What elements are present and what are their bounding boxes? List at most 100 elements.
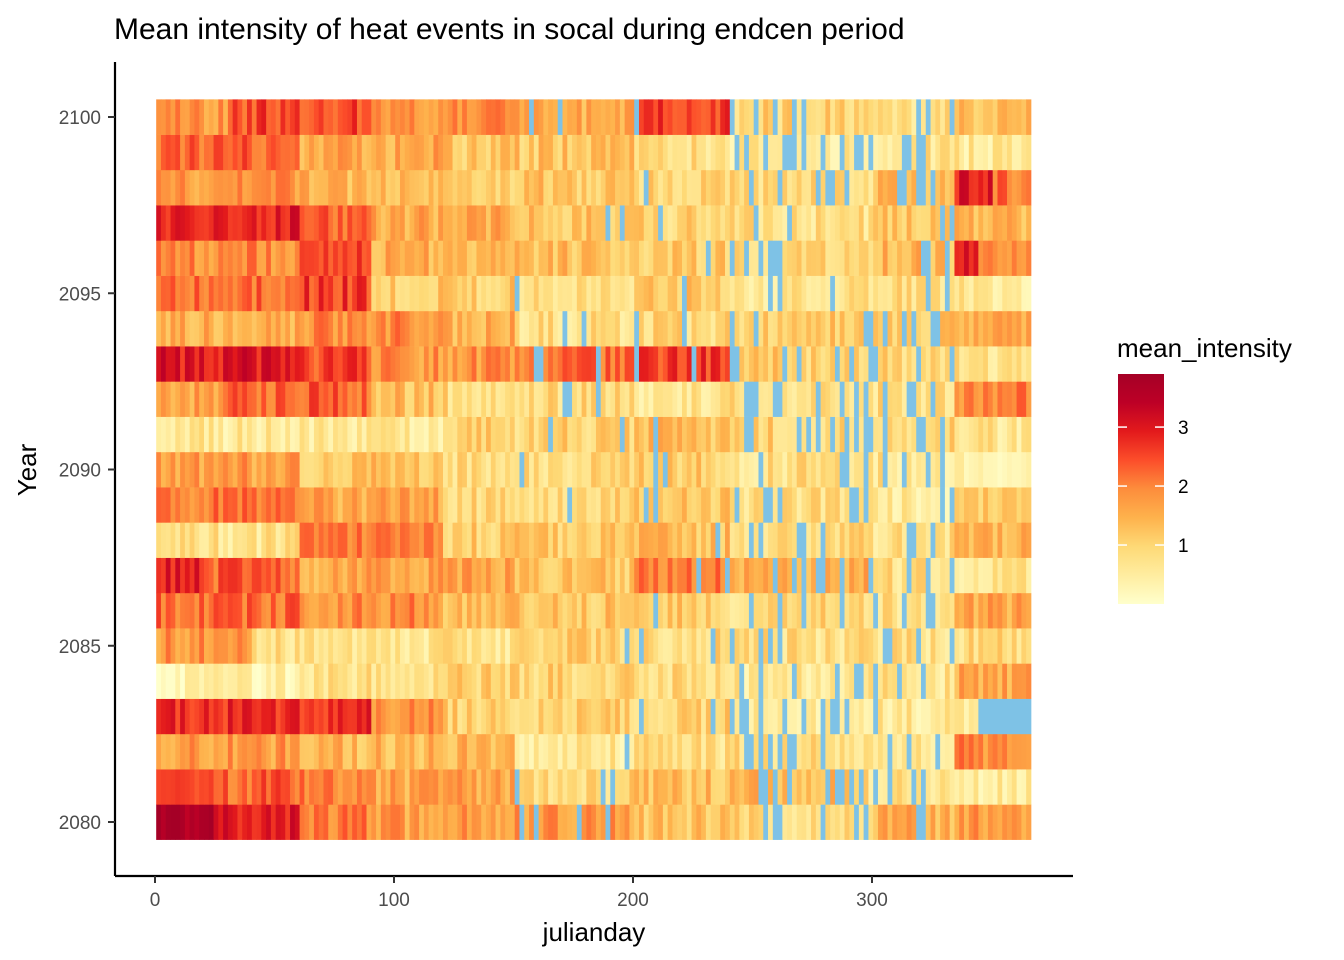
heatmap-cell bbox=[452, 169, 458, 206]
heatmap-cell bbox=[643, 557, 649, 594]
heatmap-cell bbox=[806, 557, 812, 594]
heatmap-cell bbox=[557, 240, 563, 276]
heatmap-cell bbox=[887, 346, 893, 382]
heatmap-cell bbox=[964, 522, 970, 558]
heatmap-cell bbox=[156, 99, 162, 135]
heatmap-cell bbox=[854, 169, 860, 206]
heatmap-cell bbox=[662, 275, 669, 312]
heatmap-cell bbox=[863, 346, 869, 382]
heatmap-cell bbox=[462, 169, 468, 206]
heatmap-cell bbox=[968, 522, 974, 558]
heatmap-cell bbox=[160, 346, 167, 382]
heatmap-cell bbox=[992, 628, 998, 664]
heatmap-cell bbox=[1016, 240, 1022, 276]
heatmap-cell bbox=[194, 557, 200, 594]
heatmap-cell bbox=[514, 240, 520, 276]
heatmap-cell bbox=[801, 416, 807, 453]
heatmap-cell bbox=[180, 205, 186, 241]
heatmap-cell bbox=[1002, 134, 1008, 171]
heatmap-cell bbox=[949, 134, 955, 171]
heatmap-cell bbox=[978, 310, 984, 347]
heatmap-cell bbox=[476, 769, 482, 805]
heatmap-cell bbox=[428, 628, 434, 664]
heatmap-cell bbox=[796, 451, 802, 488]
heatmap-cell bbox=[347, 310, 353, 347]
heatmap-cell bbox=[753, 557, 759, 594]
heatmap-cell bbox=[758, 99, 764, 135]
heatmap-cell bbox=[562, 804, 568, 840]
heatmap-cell bbox=[815, 134, 822, 171]
heatmap-cell bbox=[160, 99, 167, 135]
heatmap-cell bbox=[973, 733, 979, 770]
heatmap-cell bbox=[634, 240, 640, 276]
heatmap-cell bbox=[428, 381, 434, 417]
heatmap-cell bbox=[452, 663, 458, 699]
heatmap-cell bbox=[457, 275, 463, 312]
heatmap-cell bbox=[987, 99, 994, 135]
heatmap-cell bbox=[581, 733, 587, 770]
heatmap-cell bbox=[944, 769, 951, 805]
heatmap-cell bbox=[968, 134, 974, 171]
heatmap-cell bbox=[830, 592, 836, 629]
heatmap-cell bbox=[753, 663, 759, 699]
heatmap-cell bbox=[524, 522, 530, 558]
heatmap-cell bbox=[729, 416, 735, 453]
heatmap-cell bbox=[165, 769, 171, 805]
heatmap-cell bbox=[227, 628, 234, 664]
heatmap-cell bbox=[897, 134, 903, 171]
heatmap-cell bbox=[648, 134, 654, 171]
heatmap-cell bbox=[385, 663, 391, 699]
heatmap-cell bbox=[605, 205, 611, 241]
heatmap-cell bbox=[543, 487, 549, 523]
heatmap-cell bbox=[892, 240, 898, 276]
heatmap-cell bbox=[270, 769, 277, 805]
heatmap-cell bbox=[973, 346, 979, 382]
heatmap-cell bbox=[672, 628, 678, 664]
heatmap-cell bbox=[682, 769, 688, 805]
heatmap-cell bbox=[777, 169, 783, 206]
heatmap-cell bbox=[533, 381, 539, 417]
heatmap-cell bbox=[619, 346, 626, 382]
heatmap-cell bbox=[744, 451, 750, 488]
heatmap-cell bbox=[682, 487, 688, 523]
heatmap-cell bbox=[423, 205, 430, 241]
heatmap-cell bbox=[1021, 381, 1027, 417]
heatmap-cell bbox=[548, 698, 554, 735]
heatmap-cell bbox=[1002, 346, 1008, 382]
heatmap-cell bbox=[921, 487, 927, 523]
heatmap-cell bbox=[247, 804, 253, 840]
heatmap-cell bbox=[423, 663, 430, 699]
heatmap-cell bbox=[983, 275, 989, 312]
heatmap-cell bbox=[811, 663, 817, 699]
heatmap-cell bbox=[462, 451, 468, 488]
heatmap-cell bbox=[796, 487, 802, 523]
heatmap-cell bbox=[672, 416, 678, 453]
heatmap-cell bbox=[964, 346, 970, 382]
heatmap-cell bbox=[1021, 451, 1027, 488]
heatmap-cell bbox=[218, 310, 224, 347]
x-tick-label: 100 bbox=[378, 890, 410, 911]
heatmap-cell bbox=[189, 663, 195, 699]
heatmap-cell bbox=[892, 205, 898, 241]
heatmap-cell bbox=[385, 769, 391, 805]
heatmap-cell bbox=[247, 99, 253, 135]
heatmap-cell bbox=[514, 733, 520, 770]
heatmap-cell bbox=[194, 416, 200, 453]
heatmap-cell bbox=[720, 804, 726, 840]
heatmap-cell bbox=[356, 733, 363, 770]
heatmap-cell bbox=[438, 522, 444, 558]
heatmap-cell bbox=[476, 310, 482, 347]
heatmap-cell bbox=[739, 310, 745, 347]
heatmap-cell bbox=[624, 628, 630, 664]
heatmap-cell bbox=[509, 804, 516, 840]
heatmap-cell bbox=[548, 628, 554, 664]
heatmap-cell bbox=[457, 169, 463, 206]
heatmap-cell bbox=[772, 557, 778, 594]
heatmap-cell bbox=[342, 275, 348, 312]
heatmap-cell bbox=[366, 416, 372, 453]
heatmap-cell bbox=[768, 522, 774, 558]
heatmap-cell bbox=[916, 487, 922, 523]
heatmap-cell bbox=[385, 416, 391, 453]
heatmap-cell bbox=[839, 275, 845, 312]
heatmap-cell bbox=[586, 769, 592, 805]
